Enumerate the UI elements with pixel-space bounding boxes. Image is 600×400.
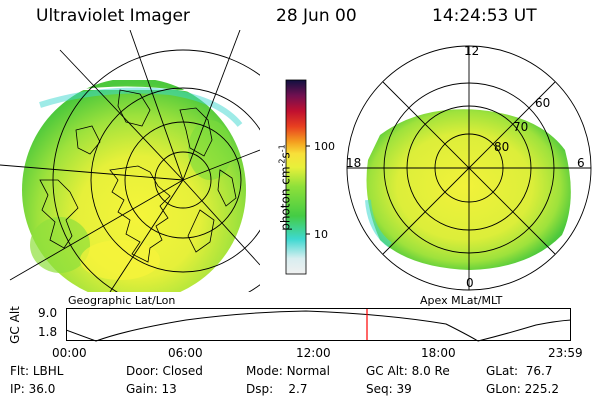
mlat-label-80: 80 bbox=[494, 140, 510, 154]
colorbar-scale bbox=[285, 79, 307, 275]
mlt-label-12: 12 bbox=[464, 44, 480, 58]
xtick-1800: 18:00 bbox=[421, 346, 456, 360]
colorbar-tick-10: 10 bbox=[314, 228, 328, 241]
info-filter: Flt: LBHL bbox=[10, 364, 64, 378]
info-seq: Seq: 39 bbox=[366, 382, 412, 396]
altitude-plot-frame bbox=[66, 308, 571, 341]
altitude-ytick-low: 1.8 bbox=[38, 325, 58, 339]
time-label: 14:24:53 UT bbox=[432, 6, 537, 26]
xtick-1200: 12:00 bbox=[296, 346, 331, 360]
colorbar bbox=[285, 79, 310, 275]
mlt-label-0: 0 bbox=[466, 276, 474, 290]
info-ip: IP: 36.0 bbox=[10, 382, 56, 396]
geo-panel-label: Geographic Lat/Lon bbox=[68, 294, 176, 307]
info-gc-alt: GC Alt: 8.0 Re bbox=[366, 364, 450, 378]
info-glat: GLat: 76.7 bbox=[486, 364, 553, 378]
date-label: 28 Jun 00 bbox=[276, 6, 357, 26]
colorbar-tick-100: 100 bbox=[314, 140, 335, 153]
geographic-image-panel bbox=[0, 30, 260, 292]
info-door: Door: Closed bbox=[126, 364, 203, 378]
xtick-2359: 23:59 bbox=[548, 346, 583, 360]
apex-polar-panel bbox=[346, 45, 592, 291]
colorbar-unit-label: photon cm-2s-1 bbox=[277, 144, 293, 231]
mlat-label-60: 60 bbox=[535, 96, 551, 110]
mlt-label-6: 6 bbox=[577, 156, 585, 170]
info-glon: GLon: 225.2 bbox=[486, 382, 559, 396]
altitude-ytick-high: 9.0 bbox=[38, 306, 58, 320]
mlt-label-18: 18 bbox=[346, 156, 362, 170]
altitude-ylabel: GC Alt bbox=[7, 306, 22, 344]
info-dsp: Dsp: 2.7 bbox=[246, 382, 308, 396]
xtick-0600: 06:00 bbox=[168, 346, 203, 360]
mlat-label-70: 70 bbox=[513, 120, 529, 134]
apex-panel-label: Apex MLat/MLT bbox=[420, 294, 503, 307]
page-title: Ultraviolet Imager bbox=[36, 6, 190, 26]
info-mode: Mode: Normal bbox=[246, 364, 330, 378]
altitude-curve bbox=[66, 310, 572, 342]
xtick-0000: 00:00 bbox=[52, 346, 87, 360]
polar-grid bbox=[346, 45, 592, 291]
altitude-plot bbox=[66, 308, 572, 342]
coastline-outlines bbox=[39, 89, 237, 263]
info-gain: Gain: 13 bbox=[126, 382, 177, 396]
